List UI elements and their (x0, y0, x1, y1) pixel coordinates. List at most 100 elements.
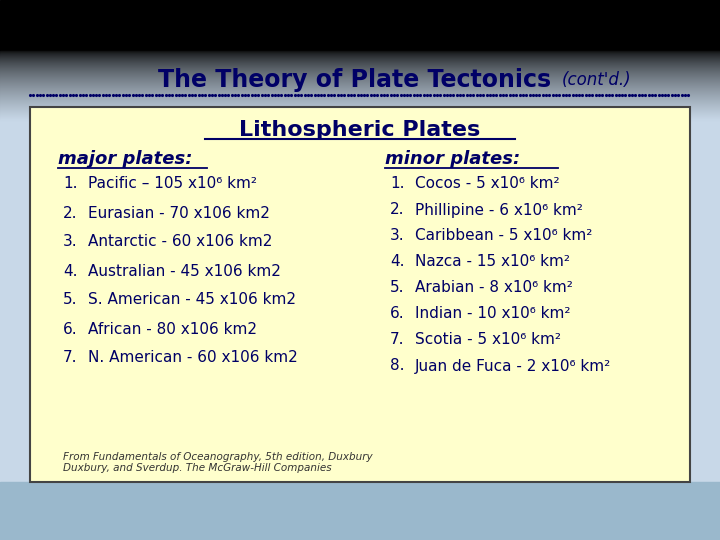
Bar (0, 59, 720, 61)
Bar (0, 85, 720, 87)
Bar (0, 118, 720, 119)
Bar (0, 78, 720, 80)
Bar (0, 89, 720, 90)
Bar (0, 113, 720, 115)
Text: Scotia - 5 x10⁶ km²: Scotia - 5 x10⁶ km² (415, 333, 561, 348)
Bar (0, 58, 720, 60)
Bar (0, 100, 720, 102)
Text: Lithospheric Plates: Lithospheric Plates (239, 120, 481, 140)
Text: Juan de Fuca - 2 x10⁶ km²: Juan de Fuca - 2 x10⁶ km² (415, 359, 611, 374)
Bar (0, 84, 720, 86)
FancyBboxPatch shape (30, 107, 690, 482)
Bar (0, 93, 720, 95)
Text: The Theory of Plate Tectonics: The Theory of Plate Tectonics (158, 68, 552, 92)
Bar (0, 104, 720, 105)
Bar (0, 57, 720, 59)
Bar (0, 73, 720, 75)
Text: 7.: 7. (390, 333, 405, 348)
Bar (0, 92, 720, 94)
Text: From Fundamentals of Oceanography, 5th edition, Duxbury: From Fundamentals of Oceanography, 5th e… (63, 452, 373, 462)
Text: Nazca - 15 x10⁶ km²: Nazca - 15 x10⁶ km² (415, 254, 570, 269)
Bar (0, 82, 720, 83)
Bar (0, 79, 720, 81)
Bar (0, 87, 720, 89)
Bar (0, 102, 720, 103)
Bar (0, 70, 720, 71)
Bar (0, 64, 720, 66)
Bar (0, 114, 720, 116)
Bar (0, 83, 720, 84)
Bar (0, 55, 720, 56)
Text: 5.: 5. (63, 293, 78, 307)
Bar (0, 116, 720, 117)
Bar (0, 0, 720, 50)
Bar (0, 110, 720, 111)
Bar (0, 112, 720, 114)
Bar (0, 72, 720, 74)
Bar (0, 71, 720, 72)
Bar (0, 68, 720, 69)
Text: Duxbury, and Sverdup. The McGraw-Hill Companies: Duxbury, and Sverdup. The McGraw-Hill Co… (63, 463, 332, 473)
Bar (0, 99, 720, 101)
Text: (cont'd.): (cont'd.) (562, 71, 631, 89)
Bar (0, 80, 720, 82)
Bar (0, 51, 720, 52)
Text: 5.: 5. (390, 280, 405, 295)
Bar (0, 71, 720, 73)
Bar (0, 106, 720, 108)
Text: Eurasian - 70 x106 km2: Eurasian - 70 x106 km2 (88, 206, 270, 220)
Bar (0, 52, 720, 54)
Bar (0, 69, 720, 70)
Bar (0, 107, 720, 109)
Bar (0, 56, 720, 57)
Text: Cocos - 5 x10⁶ km²: Cocos - 5 x10⁶ km² (415, 177, 559, 192)
Bar (0, 60, 720, 62)
Bar (0, 50, 720, 51)
Bar (0, 77, 720, 78)
Text: 2.: 2. (390, 202, 405, 218)
Bar (0, 76, 720, 77)
Text: 1.: 1. (390, 177, 405, 192)
Bar (0, 64, 720, 65)
Text: Indian - 10 x10⁶ km²: Indian - 10 x10⁶ km² (415, 307, 570, 321)
Text: African - 80 x106 km2: African - 80 x106 km2 (88, 321, 257, 336)
Bar (0, 62, 720, 63)
Text: Australian - 45 x106 km2: Australian - 45 x106 km2 (88, 264, 281, 279)
Text: S. American - 45 x106 km2: S. American - 45 x106 km2 (88, 293, 296, 307)
Bar (0, 105, 720, 106)
Bar (0, 90, 720, 91)
Bar (0, 65, 720, 67)
Bar (0, 57, 720, 58)
Text: 2.: 2. (63, 206, 78, 220)
Text: 4.: 4. (63, 264, 78, 279)
Text: 1.: 1. (63, 177, 78, 192)
Bar (0, 84, 720, 85)
Bar (0, 109, 720, 110)
Bar (0, 86, 720, 88)
Text: 8.: 8. (390, 359, 405, 374)
Bar (0, 105, 720, 107)
Bar (0, 97, 720, 98)
Bar (0, 75, 720, 76)
Text: 4.: 4. (390, 254, 405, 269)
Text: 3.: 3. (63, 234, 78, 249)
Text: Antarctic - 60 x106 km2: Antarctic - 60 x106 km2 (88, 234, 272, 249)
Text: 6.: 6. (63, 321, 78, 336)
Bar (0, 111, 720, 112)
Text: 6.: 6. (390, 307, 405, 321)
Bar (0, 98, 720, 99)
Bar (0, 98, 720, 100)
Bar (0, 111, 720, 113)
Text: 7.: 7. (63, 350, 78, 366)
Bar (0, 53, 720, 55)
Bar (0, 103, 720, 104)
Text: N. American - 60 x106 km2: N. American - 60 x106 km2 (88, 350, 298, 366)
Bar (0, 51, 720, 53)
Bar (0, 91, 720, 92)
Bar (0, 63, 720, 64)
Bar (0, 91, 720, 93)
Text: Caribbean - 5 x10⁶ km²: Caribbean - 5 x10⁶ km² (415, 228, 593, 244)
Bar (0, 117, 720, 118)
Bar (0, 482, 720, 540)
Bar (0, 78, 720, 79)
